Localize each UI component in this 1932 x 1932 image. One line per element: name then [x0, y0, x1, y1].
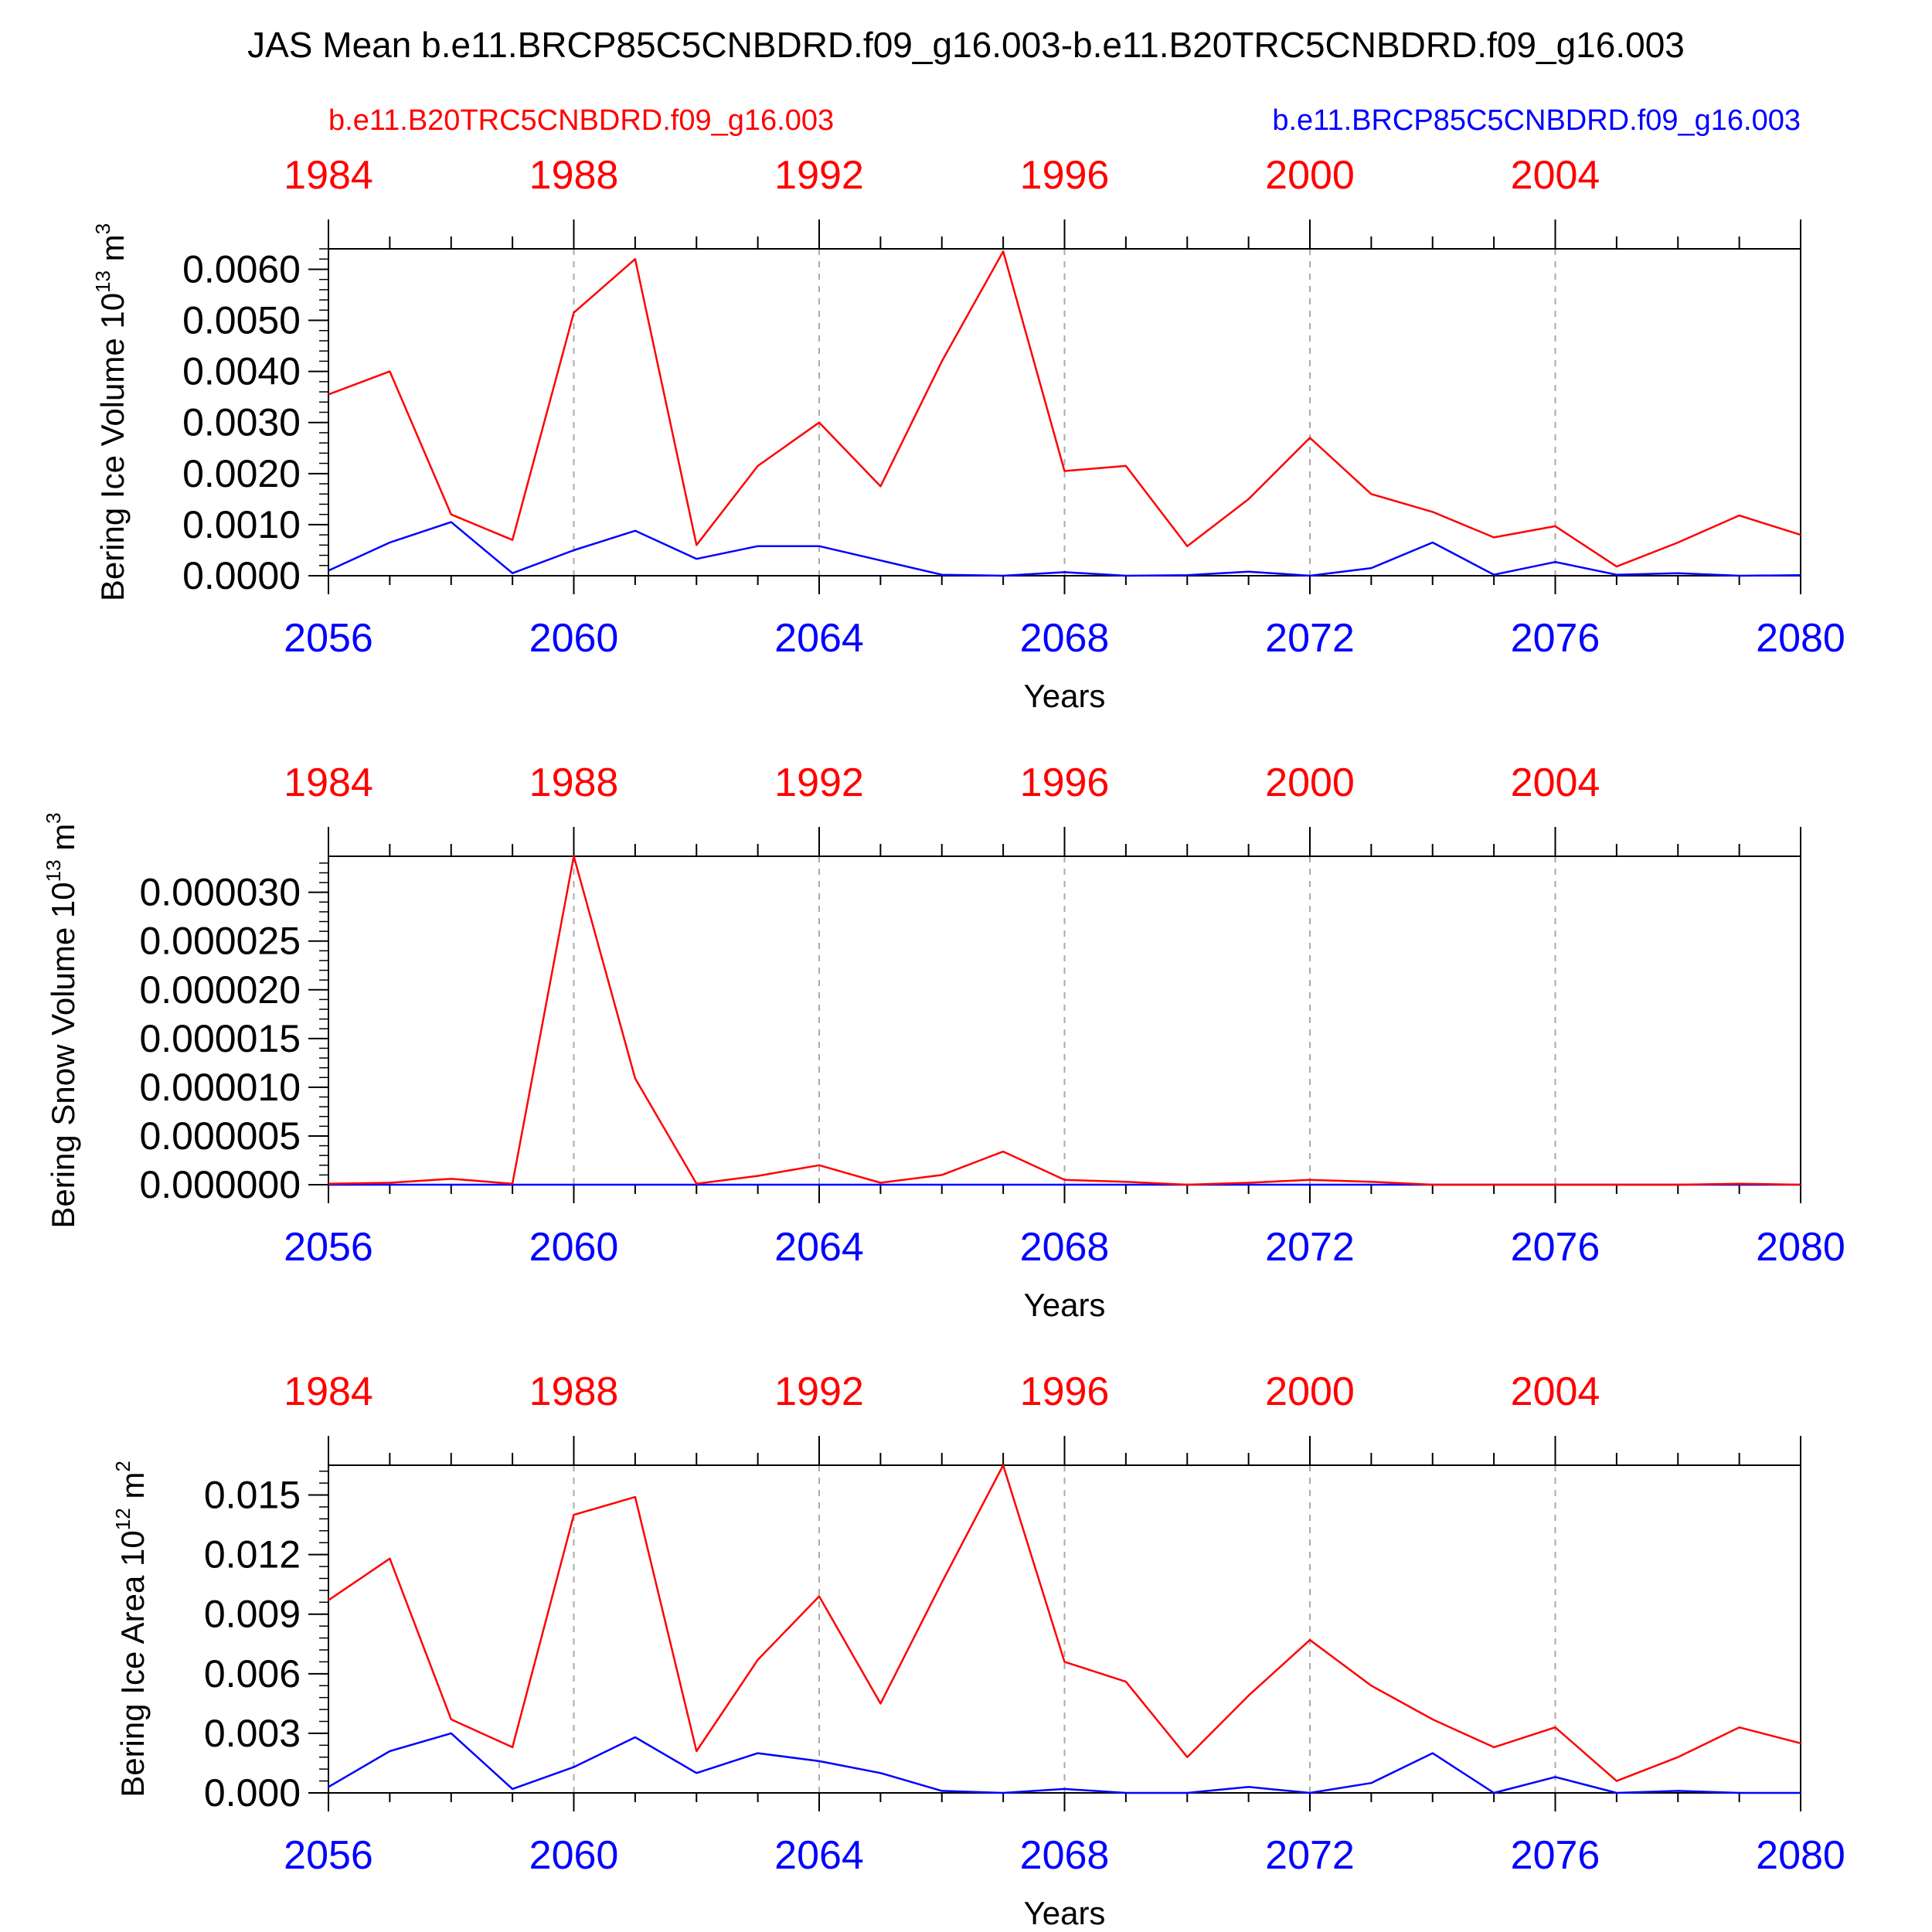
x-tick-label-bottom: 2080	[1756, 616, 1845, 661]
x-tick-label-top: 1984	[284, 760, 373, 805]
x-tick-label-top: 2000	[1265, 760, 1355, 805]
y-axis-label: Bering Ice Area 1012 m2	[111, 1461, 151, 1798]
y-tick-label: 0.000015	[139, 1017, 301, 1060]
y-tick-label: 0.000010	[139, 1066, 301, 1109]
x-axis-label: Years	[1024, 678, 1106, 714]
y-tick-label: 0.003	[204, 1712, 301, 1755]
x-tick-label-bottom: 2076	[1511, 616, 1600, 661]
x-tick-label-bottom: 2068	[1020, 616, 1110, 661]
y-axis-label-unit: m	[45, 824, 81, 860]
series-line-blue	[328, 1732, 1801, 1794]
x-tick-label-bottom: 2072	[1265, 1833, 1355, 1878]
x-tick-label-bottom: 2068	[1020, 1225, 1110, 1270]
x-axis-label: Years	[1024, 1895, 1106, 1931]
y-tick-label: 0.012	[204, 1533, 301, 1577]
x-tick-label-bottom: 2072	[1265, 1225, 1355, 1270]
y-axis-label-main: Bering Ice Area 10	[114, 1530, 151, 1798]
y-tick-label: 0.000020	[139, 968, 301, 1012]
y-axis-label-exponent: 13	[91, 270, 114, 293]
x-tick-label-bottom: 2056	[284, 1225, 373, 1270]
x-tick-label-top: 1996	[1020, 760, 1110, 805]
y-tick-label: 0.000025	[139, 920, 301, 963]
x-tick-label-bottom: 2072	[1265, 616, 1355, 661]
x-tick-label-bottom: 2060	[529, 616, 619, 661]
y-axis-label-exponent: 12	[111, 1508, 134, 1530]
y-axis-label: Bering Ice Volume 1013 m3	[91, 223, 131, 601]
x-tick-label-top: 1996	[1020, 1369, 1110, 1414]
x-tick-label-top: 1992	[774, 1369, 864, 1414]
x-tick-label-bottom: 2064	[774, 1225, 864, 1270]
y-tick-label: 0.0060	[182, 247, 301, 291]
x-tick-label-bottom: 2080	[1756, 1225, 1845, 1270]
series-line-blue	[328, 521, 1801, 577]
x-axis-label: Years	[1024, 1287, 1106, 1323]
x-tick-label-top: 2004	[1511, 760, 1600, 805]
x-tick-label-top: 2000	[1265, 1369, 1355, 1414]
x-tick-label-bottom: 2056	[284, 616, 373, 661]
y-tick-label: 0.006	[204, 1652, 301, 1696]
series-line-red	[328, 250, 1801, 568]
y-tick-label: 0.0030	[182, 401, 301, 444]
x-tick-label-top: 2004	[1511, 153, 1600, 198]
x-tick-label-top: 1996	[1020, 153, 1110, 198]
y-tick-label: 0.009	[204, 1593, 301, 1636]
series-line-red	[328, 855, 1801, 1186]
y-tick-label: 0.000005	[139, 1114, 301, 1158]
panels: 2056 2060 2064 2068 2072 2076 2080 1984 1988 1992…	[42, 153, 1845, 1931]
y-tick-label: 0.000030	[139, 871, 301, 914]
y-axis-label-unit-exponent: 3	[91, 223, 114, 234]
y-axis-label: Bering Snow Volume 1013 m3	[42, 812, 81, 1228]
y-tick-label: 0.0050	[182, 299, 301, 342]
y-tick-label: 0.000	[204, 1771, 301, 1815]
y-tick-label: 0.0000	[182, 554, 301, 597]
x-tick-label-bottom: 2080	[1756, 1833, 1845, 1878]
x-tick-label-top: 1992	[774, 153, 864, 198]
x-tick-label-bottom: 2056	[284, 1833, 373, 1878]
y-axis-label-unit-exponent: 2	[111, 1461, 134, 1471]
y-tick-label: 0.0040	[182, 350, 301, 393]
x-tick-label-bottom: 2060	[529, 1225, 619, 1270]
y-tick-label: 0.0020	[182, 452, 301, 495]
x-tick-label-bottom: 2064	[774, 1833, 864, 1878]
x-tick-label-top: 1992	[774, 760, 864, 805]
y-axis-label-unit-exponent: 3	[42, 812, 65, 823]
x-tick-label-bottom: 2064	[774, 616, 864, 661]
x-tick-label-top: 1988	[529, 760, 619, 805]
y-tick-label: 0.015	[204, 1474, 301, 1517]
chart-panel-3: 2056 2060 2064 2068 2072 2076 2080 1984 1988 1992…	[111, 1369, 1845, 1931]
legend-blue-label: b.e11.BRCP85C5CNBDRD.f09_g16.003	[1272, 104, 1801, 137]
y-axis-label-unit: m	[114, 1472, 151, 1509]
x-tick-label-top: 1984	[284, 1369, 373, 1414]
legend-red-label: b.e11.B20TRC5CNBDRD.f09_g16.003	[328, 104, 834, 137]
x-tick-label-top: 2004	[1511, 1369, 1600, 1414]
chart-panel-2: 2056 2060 2064 2068 2072 2076 2080 1984 1988 1992…	[42, 760, 1845, 1323]
x-tick-label-bottom: 2076	[1511, 1225, 1600, 1270]
chart-panel-1: 2056 2060 2064 2068 2072 2076 2080 1984 1988 1992…	[91, 153, 1845, 714]
y-tick-label: 0.0010	[182, 503, 301, 546]
y-axis-label-main: Bering Snow Volume 10	[45, 882, 81, 1228]
y-axis-label-unit: m	[94, 234, 131, 270]
x-tick-label-top: 1984	[284, 153, 373, 198]
x-tick-label-bottom: 2060	[529, 1833, 619, 1878]
x-tick-label-bottom: 2068	[1020, 1833, 1110, 1878]
series-line-red	[328, 1464, 1801, 1782]
x-tick-label-top: 2000	[1265, 153, 1355, 198]
x-tick-label-bottom: 2076	[1511, 1833, 1600, 1878]
y-axis-label-main: Bering Ice Volume 10	[94, 293, 131, 601]
y-tick-label: 0.000000	[139, 1163, 301, 1206]
y-axis-label-exponent: 13	[42, 859, 65, 882]
x-tick-label-top: 1988	[529, 153, 619, 198]
x-tick-label-top: 1988	[529, 1369, 619, 1414]
figure-title: JAS Mean b.e11.BRCP85C5CNBDRD.f09_g16.00…	[247, 25, 1685, 65]
